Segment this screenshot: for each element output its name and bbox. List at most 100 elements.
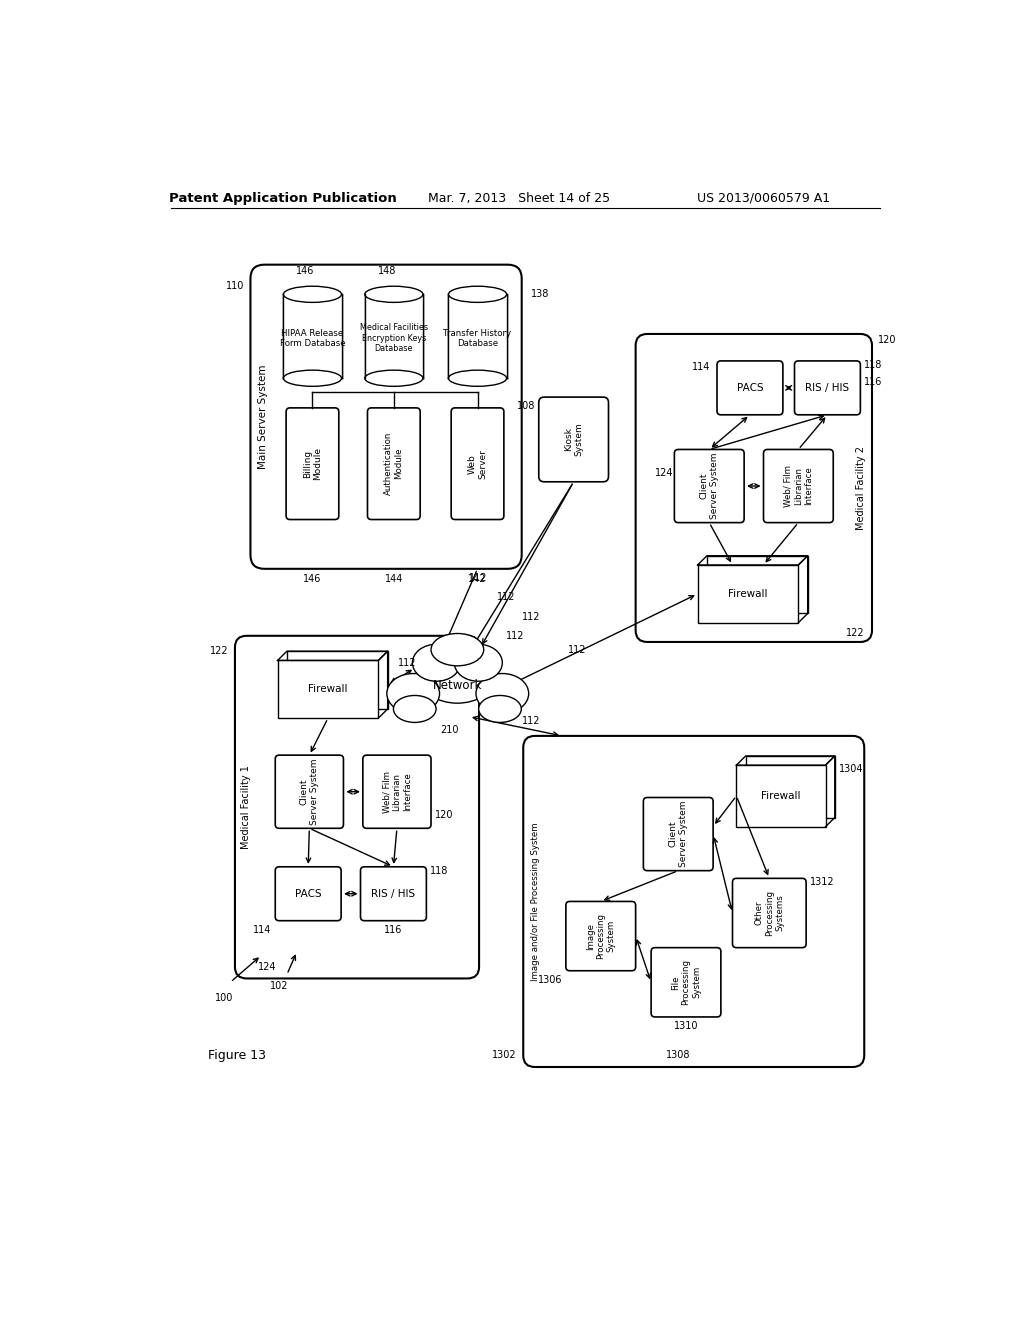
Bar — [736, 766, 825, 826]
Text: 114: 114 — [692, 362, 711, 372]
Text: PACS: PACS — [736, 383, 763, 393]
Text: Firewall: Firewall — [308, 684, 348, 694]
Text: 120: 120 — [435, 810, 454, 820]
Text: Network: Network — [433, 680, 482, 693]
Ellipse shape — [431, 634, 483, 665]
Bar — [449, 294, 507, 379]
Ellipse shape — [455, 644, 503, 681]
Bar — [365, 294, 423, 379]
Text: 120: 120 — [879, 335, 897, 345]
Text: Mar. 7, 2013   Sheet 14 of 25: Mar. 7, 2013 Sheet 14 of 25 — [428, 191, 610, 205]
Ellipse shape — [449, 370, 507, 387]
Bar — [449, 294, 507, 379]
Ellipse shape — [421, 653, 495, 704]
Text: Web/ Film
Librarian
Interface: Web/ Film Librarian Interface — [382, 771, 412, 813]
FancyBboxPatch shape — [795, 360, 860, 414]
Text: 114: 114 — [253, 925, 271, 935]
Text: 1312: 1312 — [810, 878, 835, 887]
FancyBboxPatch shape — [732, 878, 806, 948]
Bar — [287, 651, 388, 709]
Text: Medical Facility 2: Medical Facility 2 — [856, 446, 866, 529]
Text: 116: 116 — [864, 378, 883, 388]
Text: 102: 102 — [270, 981, 289, 991]
FancyBboxPatch shape — [362, 755, 431, 829]
Text: 1310: 1310 — [674, 1022, 698, 1031]
Text: Image and/or File Processing System: Image and/or File Processing System — [531, 822, 540, 981]
Ellipse shape — [365, 286, 423, 302]
Text: 1306: 1306 — [538, 975, 562, 985]
FancyBboxPatch shape — [251, 264, 521, 569]
Text: 138: 138 — [531, 289, 549, 298]
Text: 112: 112 — [522, 611, 541, 622]
Text: 122: 122 — [846, 628, 864, 638]
Text: 118: 118 — [864, 360, 883, 370]
Text: 112: 112 — [497, 593, 515, 602]
Text: 112: 112 — [568, 644, 587, 655]
Text: PACS: PACS — [295, 888, 322, 899]
Text: 144: 144 — [385, 574, 403, 583]
Text: Main Server System: Main Server System — [258, 364, 268, 469]
FancyBboxPatch shape — [539, 397, 608, 482]
FancyBboxPatch shape — [636, 334, 872, 642]
Text: 1308: 1308 — [666, 1051, 690, 1060]
FancyBboxPatch shape — [234, 636, 479, 978]
Text: RIS / HIS: RIS / HIS — [805, 383, 850, 393]
Text: 112: 112 — [522, 715, 541, 726]
FancyBboxPatch shape — [651, 948, 721, 1016]
Text: US 2013/0060579 A1: US 2013/0060579 A1 — [697, 191, 830, 205]
Text: Billing
Module: Billing Module — [303, 447, 323, 480]
FancyBboxPatch shape — [360, 867, 426, 921]
Text: 112: 112 — [469, 573, 487, 583]
Text: 108: 108 — [516, 401, 535, 412]
Text: 210: 210 — [440, 725, 459, 735]
Ellipse shape — [478, 696, 521, 722]
Text: HIPAA Release
Form Database: HIPAA Release Form Database — [280, 329, 345, 348]
Text: Kiosk
System: Kiosk System — [564, 422, 584, 457]
Text: Client
Server System: Client Server System — [300, 759, 319, 825]
Text: 110: 110 — [226, 281, 245, 292]
Bar — [697, 565, 799, 623]
Text: 112: 112 — [506, 631, 524, 640]
Text: 1304: 1304 — [840, 764, 864, 774]
Ellipse shape — [365, 370, 423, 387]
Text: Other
Processing
Systems: Other Processing Systems — [755, 890, 784, 936]
Ellipse shape — [413, 644, 461, 681]
Text: Figure 13: Figure 13 — [208, 1049, 266, 1063]
Text: 146: 146 — [303, 574, 322, 583]
Text: Firewall: Firewall — [761, 791, 801, 801]
Text: Authentication
Module: Authentication Module — [384, 432, 403, 495]
Text: File
Processing
System: File Processing System — [671, 960, 700, 1006]
FancyBboxPatch shape — [452, 408, 504, 520]
FancyBboxPatch shape — [566, 902, 636, 970]
FancyBboxPatch shape — [675, 449, 744, 523]
Text: Client
Server System: Client Server System — [699, 453, 719, 519]
Text: 124: 124 — [655, 467, 674, 478]
Ellipse shape — [449, 286, 507, 302]
Text: Medical Facility 1: Medical Facility 1 — [241, 766, 251, 849]
Ellipse shape — [393, 696, 436, 722]
Text: RIS / HIS: RIS / HIS — [372, 888, 416, 899]
FancyBboxPatch shape — [275, 755, 343, 829]
Bar — [745, 756, 835, 817]
Text: Image
Processing
System: Image Processing System — [586, 913, 615, 960]
Text: Patent Application Publication: Patent Application Publication — [169, 191, 397, 205]
Text: Firewall: Firewall — [728, 589, 768, 599]
Text: 124: 124 — [258, 962, 276, 972]
Text: 148: 148 — [379, 265, 397, 276]
FancyBboxPatch shape — [286, 408, 339, 520]
Bar — [707, 556, 808, 614]
FancyBboxPatch shape — [368, 408, 420, 520]
FancyBboxPatch shape — [643, 797, 713, 871]
Ellipse shape — [476, 673, 528, 714]
Ellipse shape — [387, 673, 439, 714]
Text: Web
Server: Web Server — [468, 449, 487, 479]
FancyBboxPatch shape — [275, 867, 341, 921]
Text: Transfer History
Database: Transfer History Database — [443, 329, 512, 348]
Bar — [365, 294, 423, 379]
Bar — [278, 660, 378, 718]
Text: 142: 142 — [468, 574, 486, 583]
Ellipse shape — [284, 286, 342, 302]
Ellipse shape — [284, 370, 342, 387]
Text: 100: 100 — [215, 993, 233, 1003]
Text: 122: 122 — [210, 647, 228, 656]
